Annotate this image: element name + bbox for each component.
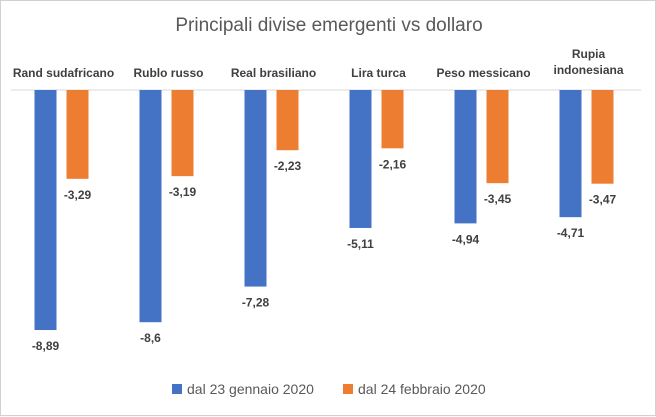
category-label: Rublo russo bbox=[133, 66, 203, 80]
data-label: -2,16 bbox=[379, 157, 407, 171]
data-label: -3,19 bbox=[169, 185, 197, 199]
bar bbox=[559, 90, 582, 218]
bar bbox=[34, 90, 57, 331]
bar bbox=[276, 90, 299, 151]
chart-title: Principali divise emergenti vs dollaro bbox=[175, 15, 482, 36]
bar bbox=[454, 90, 477, 224]
bar bbox=[381, 90, 404, 149]
data-label: -3,47 bbox=[589, 193, 617, 207]
bar bbox=[349, 90, 372, 228]
data-label: -8,6 bbox=[140, 331, 161, 345]
category-label: Rand sudafricano bbox=[13, 66, 114, 80]
category-label: Rupia indonesiana bbox=[553, 47, 623, 77]
bar bbox=[244, 90, 267, 287]
category-label: Peso messicano bbox=[436, 66, 530, 80]
legend-swatch bbox=[343, 384, 353, 394]
data-label: -3,29 bbox=[64, 188, 92, 202]
category-label: Real brasiliano bbox=[231, 66, 316, 80]
bar bbox=[66, 90, 89, 179]
data-label: -8,89 bbox=[32, 339, 60, 353]
legend-label: dal 23 gennaio 2020 bbox=[187, 381, 314, 397]
bar bbox=[591, 90, 614, 184]
data-label: -3,45 bbox=[484, 192, 512, 206]
bar bbox=[139, 90, 162, 323]
bar bbox=[171, 90, 194, 177]
legend-label: dal 24 febbraio 2020 bbox=[358, 381, 486, 397]
data-label: -4,71 bbox=[557, 226, 585, 240]
data-label: -2,23 bbox=[274, 159, 302, 173]
data-label: -5,11 bbox=[347, 237, 374, 251]
category-label: Lira turca bbox=[351, 66, 406, 80]
data-label: -4,94 bbox=[452, 232, 480, 246]
bar bbox=[486, 90, 509, 184]
legend-swatch bbox=[172, 384, 182, 394]
data-label: -7,28 bbox=[242, 296, 270, 310]
